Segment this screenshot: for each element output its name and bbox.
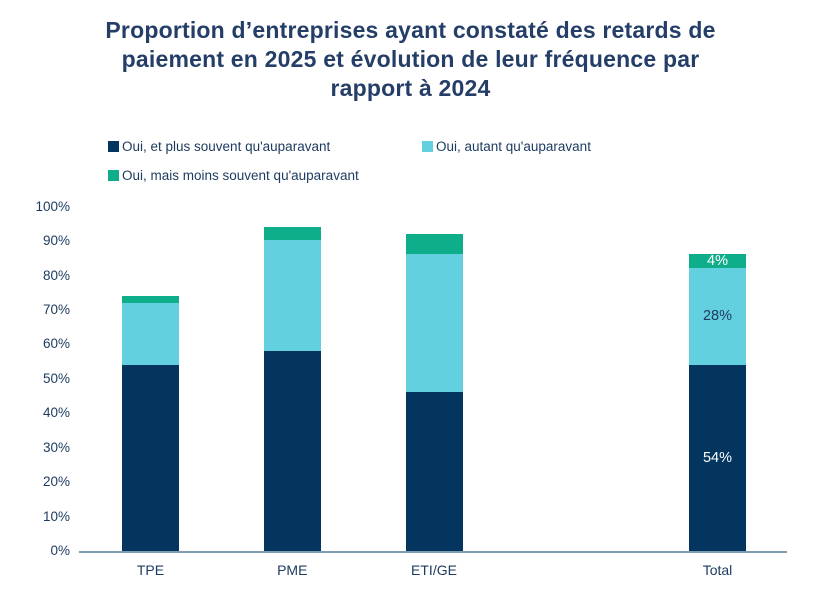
bar-segment <box>122 302 179 365</box>
legend-label: Oui, autant qu'auparavant <box>436 139 591 154</box>
data-label: 4% <box>707 253 728 270</box>
y-tick-label: 60% <box>42 336 70 352</box>
legend-swatch-navy-icon <box>108 141 119 152</box>
bar-total <box>689 254 746 551</box>
legend-item-autant: Oui, autant qu'auparavant <box>422 139 591 154</box>
bar-segment <box>263 350 321 551</box>
legend-item-moins-souvent: Oui, mais moins souvent qu'auparavant <box>108 168 359 183</box>
y-tick-label: 0% <box>50 543 70 559</box>
y-tick-label: 20% <box>42 474 70 490</box>
x-axis-label: TPE <box>136 562 165 578</box>
y-tick-label: 90% <box>42 233 70 249</box>
bar-segment <box>263 226 321 241</box>
chart-title: Proportion d’entreprises ayant constaté … <box>105 17 716 101</box>
data-label: 28% <box>702 308 733 325</box>
y-tick-label: 70% <box>42 301 70 317</box>
y-tick-label: 50% <box>42 370 70 386</box>
bar-segment <box>405 254 463 393</box>
legend-item-plus-souvent: Oui, et plus souvent qu'auparavant <box>108 139 330 154</box>
bar-segment <box>689 268 746 365</box>
y-tick-label: 40% <box>42 405 70 421</box>
bar-segment <box>405 233 463 255</box>
data-label: 54% <box>702 449 733 466</box>
legend-label: Oui, mais moins souvent qu'auparavant <box>122 168 359 183</box>
y-tick-label: 80% <box>42 267 70 283</box>
x-axis-label: ETI/GE <box>411 562 457 578</box>
x-axis-label: Total <box>702 562 733 578</box>
bar-segment <box>405 392 463 551</box>
bar-segment <box>689 254 746 269</box>
bar-eti-ge <box>405 233 463 551</box>
bar-tpe <box>122 295 179 551</box>
bar-segment <box>122 364 179 551</box>
bar-segment <box>263 240 321 351</box>
x-axis-line <box>79 551 787 553</box>
y-tick-label: 30% <box>42 439 70 455</box>
bar-segment <box>689 364 746 551</box>
legend-swatch-cyan-icon <box>422 141 433 152</box>
bar-segment <box>122 295 179 303</box>
legend-label: Oui, et plus souvent qu'auparavant <box>122 139 331 154</box>
y-tick-label: 10% <box>42 508 70 524</box>
y-tick-label: 100% <box>35 198 70 214</box>
legend-swatch-green-icon <box>108 170 119 181</box>
bar-pme <box>263 226 321 551</box>
x-axis-label: PME <box>277 562 308 578</box>
